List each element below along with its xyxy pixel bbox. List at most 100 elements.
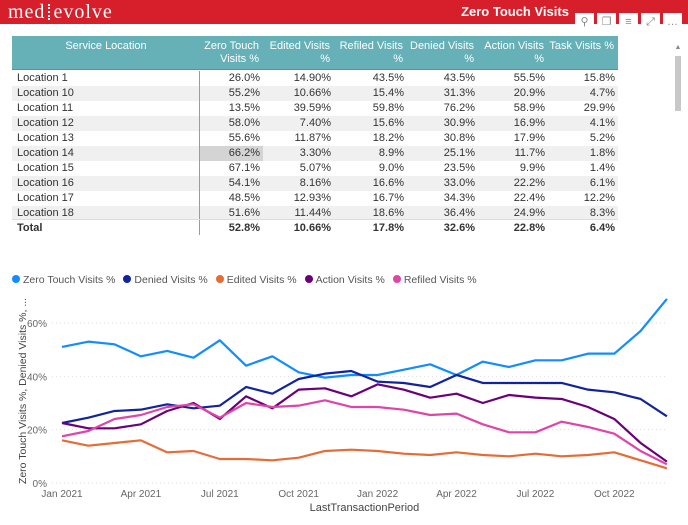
legend-label: Zero Touch Visits %	[23, 274, 116, 286]
table-cell: 29.9%	[583, 102, 615, 114]
scrollbar-thumb[interactable]	[675, 56, 681, 111]
legend-label: Refiled Visits %	[403, 274, 477, 286]
table-cell: 51.6%	[228, 207, 260, 219]
table-cell: 5.2%	[589, 132, 615, 144]
table-row[interactable]: Location 10 55.2% 10.66% 15.4% 31.3% 20.9% 4.7…	[12, 86, 618, 101]
pin-icon[interactable]: ⚲	[575, 13, 594, 32]
table-cell: 39.59%	[293, 102, 331, 114]
x-tick-label: Jul 2021	[201, 489, 239, 500]
table-cell: 58.0%	[228, 117, 260, 129]
series-line[interactable]	[61, 369, 668, 425]
legend-item[interactable]: Edited Visits %	[215, 274, 297, 286]
table-cell: 30.8%	[443, 132, 475, 144]
legend-marker	[304, 275, 313, 283]
legend-label: Action Visits %	[315, 274, 385, 286]
copy-icon[interactable]: ❐	[597, 13, 616, 32]
table-cell: Location 11	[12, 101, 200, 116]
table-total-row: Total 52.8% 10.66% 17.8% 32.6% 22.8% 6.4%	[12, 219, 618, 235]
table-cell: 12.93%	[293, 192, 331, 204]
y-tick-label: 20%	[27, 426, 47, 437]
series-line[interactable]	[61, 439, 668, 470]
table-cell: 16.6%	[372, 177, 404, 189]
total-cell: Total	[12, 220, 200, 235]
x-tick-label: Jul 2022	[516, 489, 554, 500]
table-cell: 10.66%	[293, 87, 331, 99]
table-cell: 18.2%	[372, 132, 404, 144]
visual-toolbar: ⚲ ❐ ≡ ⤢ …	[575, 13, 682, 32]
table-row[interactable]: Location 18 51.6% 11.44% 18.6% 36.4% 24.9% 8.3…	[12, 206, 618, 219]
column-header[interactable]: Denied Visits %	[410, 40, 474, 65]
scroll-up-icon[interactable]: ▲	[674, 44, 682, 51]
table-cell: 4.1%	[589, 117, 615, 129]
x-tick-label: Oct 2022	[594, 489, 635, 500]
table-row[interactable]: Location 14 66.2% 3.30% 8.9% 25.1% 11.7% 1.8%	[12, 146, 618, 161]
table-cell: 11.7%	[514, 147, 545, 159]
x-tick-label: Oct 2021	[278, 489, 319, 500]
table-cell: Location 16	[12, 176, 200, 191]
table-cell: 9.0%	[378, 162, 404, 174]
table-cell: 5.07%	[299, 162, 331, 174]
table-cell: 59.8%	[372, 102, 404, 114]
visits-table: Service Location Zero Touch Visits % Edite…	[12, 36, 618, 235]
table-cell: 4.7%	[589, 87, 615, 99]
series-line[interactable]	[61, 399, 668, 466]
column-header[interactable]: Zero Touch Visits %	[204, 40, 259, 65]
table-cell: 55.5%	[513, 72, 545, 84]
table-cell: 22.4%	[513, 192, 545, 204]
table-row[interactable]: Location 17 48.5% 12.93% 16.7% 34.3% 22.4% 12.…	[12, 191, 618, 206]
legend-marker	[392, 275, 401, 283]
table-cell: 16.7%	[372, 192, 404, 204]
table-row[interactable]: Location 1 26.0% 14.90% 43.5% 43.5% 55.5% 15.8…	[12, 71, 618, 86]
table-cell: 7.40%	[299, 117, 331, 129]
table-cell: 36.4%	[443, 207, 475, 219]
table-cell: 22.2%	[513, 177, 545, 189]
column-header[interactable]: Service Location	[12, 36, 200, 69]
total-cell: 6.4%	[589, 222, 615, 234]
table-cell: Location 15	[12, 161, 200, 176]
table-body: Location 1 26.0% 14.90% 43.5% 43.5% 55.5% 15.8…	[12, 71, 618, 219]
y-tick-label: 40%	[27, 372, 47, 383]
series-line[interactable]	[61, 298, 668, 379]
table-cell: 15.4%	[372, 87, 404, 99]
series-line[interactable]	[61, 383, 668, 463]
legend-label: Edited Visits %	[226, 274, 297, 286]
table-row[interactable]: Location 11 13.5% 39.59% 59.8% 76.2% 58.9% 29.…	[12, 101, 618, 116]
y-tick-label: 0%	[33, 479, 48, 490]
table-cell: 6.1%	[589, 177, 615, 189]
table-cell: 67.1%	[228, 162, 260, 174]
medevolve-logo: med evolve	[8, 1, 113, 23]
legend-item[interactable]: Zero Touch Visits %	[12, 274, 115, 286]
legend-item[interactable]: Denied Visits %	[123, 274, 208, 286]
legend-item[interactable]: Action Visits %	[304, 274, 385, 286]
column-header[interactable]: Task Visits %	[549, 40, 614, 52]
table-cell: Location 14	[12, 146, 200, 161]
x-tick-label: Apr 2021	[121, 489, 162, 500]
column-header[interactable]: Action Visits %	[484, 40, 544, 65]
column-header[interactable]: Edited Visits %	[269, 40, 330, 65]
table-cell: 76.2%	[443, 102, 475, 114]
table-cell: 34.3%	[443, 192, 475, 204]
more-options-icon[interactable]: …	[663, 13, 682, 32]
table-row[interactable]: Location 16 54.1% 8.16% 16.6% 33.0% 22.2% 6.1%	[12, 176, 618, 191]
table-cell: 1.8%	[589, 147, 615, 159]
table-header: Service Location Zero Touch Visits % Edite…	[12, 36, 618, 70]
filter-icon[interactable]: ≡	[619, 13, 638, 32]
y-axis-title: Zero Touch Visits %, Denied Visits %, ..…	[17, 298, 29, 484]
table-row[interactable]: Location 12 58.0% 7.40% 15.6% 30.9% 16.9% 4.1%	[12, 116, 618, 131]
column-header[interactable]: Refiled Visits %	[339, 40, 403, 65]
x-tick-label: Jan 2021	[41, 489, 83, 500]
table-cell: 48.5%	[228, 192, 260, 204]
table-cell: 3.30%	[299, 147, 331, 159]
table-row[interactable]: Location 13 55.6% 11.87% 18.2% 30.8% 17.9% 5.2…	[12, 131, 618, 146]
focus-mode-icon[interactable]: ⤢	[641, 13, 660, 32]
line-chart: 0% 20% 40% 60% Jan 2021 Apr 2021 Jul 2021 Oct 2…	[17, 298, 668, 514]
table-cell: 30.9%	[443, 117, 475, 129]
table-row[interactable]: Location 15 67.1% 5.07% 9.0% 23.5% 9.9% 1.4%	[12, 161, 618, 176]
table-cell: Location 1	[12, 71, 200, 86]
table-cell: Location 10	[12, 86, 200, 101]
legend-item[interactable]: Refiled Visits %	[392, 274, 477, 286]
y-tick-label: 60%	[27, 319, 47, 330]
table-scrollbar[interactable]: ▲	[674, 44, 682, 240]
table-cell: 17.9%	[513, 132, 545, 144]
table-cell: Location 13	[12, 131, 200, 146]
